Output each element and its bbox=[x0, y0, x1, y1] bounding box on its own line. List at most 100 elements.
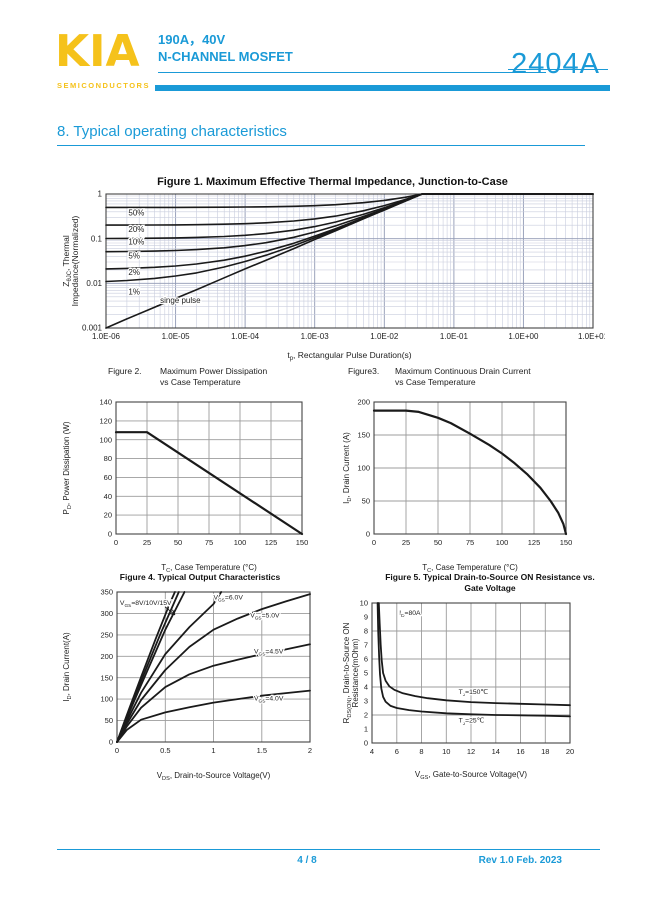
svg-text:TC, Case Temperature (°C): TC, Case Temperature (°C) bbox=[161, 563, 257, 574]
svg-text:6: 6 bbox=[364, 655, 368, 664]
figure3-caption-line1: Maximum Continuous Drain Current bbox=[395, 366, 531, 376]
spec-current-voltage: 190A，40V bbox=[158, 32, 226, 47]
revision-text: Rev 1.0 Feb. 2023 bbox=[478, 855, 562, 866]
svg-text:ID=80A: ID=80A bbox=[399, 610, 421, 619]
svg-text:0: 0 bbox=[109, 738, 113, 747]
svg-text:140: 140 bbox=[99, 398, 112, 407]
svg-text:125: 125 bbox=[265, 538, 278, 547]
section-underline bbox=[57, 145, 585, 146]
svg-text:2: 2 bbox=[308, 746, 312, 755]
svg-text:150: 150 bbox=[296, 538, 309, 547]
svg-text:TJ=150℃: TJ=150℃ bbox=[459, 689, 489, 698]
svg-text:VGS=8V/10V/15V: VGS=8V/10V/15V bbox=[120, 600, 172, 609]
svg-text:1.0E-03: 1.0E-03 bbox=[301, 332, 330, 341]
svg-text:9: 9 bbox=[364, 613, 368, 622]
figure4-title: Figure 4. Typical Output Characteristics bbox=[119, 572, 281, 582]
svg-text:20%: 20% bbox=[128, 225, 144, 234]
svg-text:3: 3 bbox=[364, 697, 368, 706]
svg-text:1: 1 bbox=[364, 725, 368, 734]
svg-text:VGS=6.0V: VGS=6.0V bbox=[214, 594, 244, 603]
svg-text:350: 350 bbox=[100, 588, 113, 597]
figure2-caption-line2: vs Case Temperature bbox=[160, 377, 241, 387]
svg-text:50: 50 bbox=[362, 497, 370, 506]
svg-text:1.0E+01: 1.0E+01 bbox=[578, 332, 605, 341]
svg-text:1: 1 bbox=[211, 746, 215, 755]
svg-text:50: 50 bbox=[105, 716, 113, 725]
svg-text:150: 150 bbox=[100, 673, 113, 682]
figure5-title-line1: Figure 5. Typical Drain-to-Source ON Res… bbox=[385, 572, 595, 582]
svg-text:40: 40 bbox=[104, 492, 112, 501]
svg-text:250: 250 bbox=[100, 631, 113, 640]
svg-text:Resistance(mOhm): Resistance(mOhm) bbox=[351, 638, 360, 707]
footer-rule bbox=[57, 849, 600, 850]
svg-text:100: 100 bbox=[234, 538, 247, 547]
figure5-title: Figure 5. Typical Drain-to-Source ON Res… bbox=[340, 572, 640, 594]
svg-text:0: 0 bbox=[366, 530, 370, 539]
svg-text:75: 75 bbox=[205, 538, 213, 547]
svg-text:7: 7 bbox=[364, 641, 368, 650]
figure4-block: Figure 4. Typical Output Characteristics… bbox=[60, 572, 340, 782]
kia-logo: KIA bbox=[55, 26, 140, 77]
svg-text:8: 8 bbox=[419, 747, 423, 756]
svg-text:16: 16 bbox=[516, 747, 524, 756]
svg-text:1%: 1% bbox=[128, 288, 140, 297]
svg-text:1.0E+00: 1.0E+00 bbox=[508, 332, 539, 341]
svg-text:2: 2 bbox=[364, 711, 368, 720]
svg-text:50: 50 bbox=[434, 538, 442, 547]
svg-text:120: 120 bbox=[99, 417, 112, 426]
svg-text:100: 100 bbox=[100, 695, 113, 704]
figure2-caption-label: Figure 2. bbox=[108, 366, 142, 376]
svg-text:0: 0 bbox=[108, 530, 112, 539]
page-indicator: 4 / 8 bbox=[297, 855, 317, 866]
svg-text:150: 150 bbox=[357, 431, 370, 440]
svg-text:0: 0 bbox=[114, 538, 118, 547]
svg-text:0: 0 bbox=[115, 746, 119, 755]
svg-text:1.5: 1.5 bbox=[257, 746, 267, 755]
svg-text:1.0E-01: 1.0E-01 bbox=[440, 332, 469, 341]
svg-text:5: 5 bbox=[364, 669, 368, 678]
svg-text:VDS, Drain-to-Source Voltage(V: VDS, Drain-to-Source Voltage(V) bbox=[157, 771, 271, 782]
svg-text:0.1: 0.1 bbox=[91, 234, 103, 243]
svg-text:25: 25 bbox=[402, 538, 410, 547]
svg-text:50%: 50% bbox=[128, 209, 144, 218]
figure3-caption-label: Figure3. bbox=[348, 366, 380, 376]
svg-text:1.0E-05: 1.0E-05 bbox=[162, 332, 191, 341]
svg-text:4: 4 bbox=[370, 747, 374, 756]
svg-text:150: 150 bbox=[560, 538, 573, 547]
section-title: 8. Typical operating characteristics bbox=[57, 123, 287, 140]
svg-text:300: 300 bbox=[100, 609, 113, 618]
figure3-caption-line2: vs Case Temperature bbox=[395, 377, 476, 387]
svg-text:VGS=4.0V: VGS=4.0V bbox=[254, 695, 284, 704]
figure2-caption: Figure 2. Maximum Power Dissipation vs C… bbox=[108, 366, 340, 388]
svg-text:20: 20 bbox=[104, 511, 112, 520]
svg-text:12: 12 bbox=[467, 747, 475, 756]
svg-text:10%: 10% bbox=[128, 238, 144, 247]
svg-text:0.01: 0.01 bbox=[86, 279, 102, 288]
svg-text:tp, Rectangular Pulse Duration: tp, Rectangular Pulse Duration(s) bbox=[287, 350, 411, 362]
svg-text:50: 50 bbox=[174, 538, 182, 547]
svg-text:ID, Drain Current(A): ID, Drain Current(A) bbox=[62, 632, 73, 702]
svg-text:VGS=4.5V: VGS=4.5V bbox=[254, 648, 284, 657]
svg-text:TJ=25℃: TJ=25℃ bbox=[459, 718, 485, 727]
figure3-caption-text: Maximum Continuous Drain Current vs Case… bbox=[395, 366, 531, 388]
svg-text:1.0E-04: 1.0E-04 bbox=[231, 332, 260, 341]
header-rule-thick bbox=[155, 85, 610, 91]
figure2-block: Figure 2. Maximum Power Dissipation vs C… bbox=[60, 366, 340, 574]
svg-text:10: 10 bbox=[442, 747, 450, 756]
svg-text:2%: 2% bbox=[128, 268, 140, 277]
svg-text:PD, Power Dissipation (W): PD, Power Dissipation (W) bbox=[62, 421, 73, 514]
svg-text:VGS, Gate-to-Source Voltage(V): VGS, Gate-to-Source Voltage(V) bbox=[415, 770, 527, 781]
figure5-on-resistance-chart: 4 6 8 10 12 14 16 18 20 0 1 2 3 4 5 6 7 8 9 10 VGS, Gate-to-… bbox=[340, 597, 640, 781]
figure5-title-line2: Gate Voltage bbox=[464, 583, 516, 593]
figure1-block: Figure 1. Maximum Effective Thermal Impe… bbox=[60, 176, 605, 362]
logo-subtitle: SEMICONDUCTORS bbox=[57, 81, 150, 90]
figure3-caption: Figure3. Maximum Continuous Drain Curren… bbox=[348, 366, 640, 388]
svg-text:20: 20 bbox=[566, 747, 574, 756]
svg-text:VGS=5.0V: VGS=5.0V bbox=[250, 612, 280, 621]
figure2-power-dissipation-chart: 0 25 50 75 100 125 150 0 20 40 60 80 100 120 140 TC, Ca… bbox=[60, 398, 340, 574]
svg-text:125: 125 bbox=[528, 538, 541, 547]
svg-text:4: 4 bbox=[364, 683, 368, 692]
svg-text:10: 10 bbox=[360, 599, 368, 608]
figure1-thermal-impedance-chart: 1.0E-06 1.0E-05 1.0E-04 1.0E-03 1.0E-02 1.0E-… bbox=[60, 190, 605, 362]
